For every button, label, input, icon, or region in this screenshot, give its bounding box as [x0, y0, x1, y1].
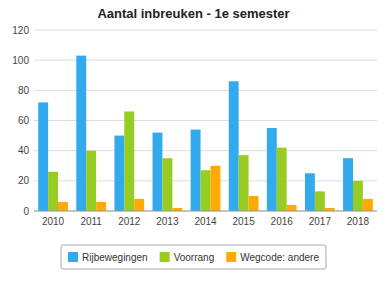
- bar: [249, 196, 259, 211]
- x-tick-label: 2017: [309, 216, 332, 227]
- bar: [353, 181, 363, 211]
- legend-swatch: [226, 252, 236, 262]
- x-tick-label: 2012: [118, 216, 141, 227]
- x-tick-label: 2018: [347, 216, 370, 227]
- bar: [38, 102, 48, 211]
- legend-label: Wegcode: andere: [240, 252, 319, 263]
- y-tick-label: 0: [23, 206, 29, 217]
- bar: [86, 151, 96, 211]
- bar: [58, 202, 68, 211]
- legend-frame: [61, 245, 326, 269]
- x-tick-label: 2016: [271, 216, 294, 227]
- bar: [277, 148, 287, 211]
- bar: [48, 172, 58, 211]
- bar: [210, 166, 220, 211]
- grid-line: [34, 211, 377, 212]
- x-axis-line: [34, 211, 377, 212]
- bar: [229, 81, 239, 211]
- legend: Rijbewegingen Voorrang Wegcode: andere: [61, 245, 326, 269]
- bar: [315, 191, 325, 211]
- bar: [134, 199, 144, 211]
- legend-label: Rijbewegingen: [82, 252, 148, 263]
- y-tick-label: 80: [18, 85, 30, 96]
- y-tick-label: 120: [12, 25, 29, 36]
- x-tick-label: 2015: [232, 216, 255, 227]
- bars: [38, 56, 373, 211]
- bar: [363, 199, 373, 211]
- x-tick-label: 2014: [194, 216, 217, 227]
- x-tick-label: 2013: [156, 216, 179, 227]
- bar: [305, 173, 315, 211]
- bar: [287, 205, 297, 211]
- chart: Aantal inbreuken - 1e semester 0 20 40 60 80 1…: [0, 0, 387, 283]
- grid-line: [34, 30, 377, 31]
- y-tick-label: 100: [12, 55, 29, 66]
- bar: [124, 111, 134, 211]
- bar: [239, 155, 249, 211]
- x-tick-label: 2010: [42, 216, 65, 227]
- y-tick-label: 40: [18, 145, 30, 156]
- bar: [96, 202, 106, 211]
- x-tick-label: 2011: [80, 216, 102, 227]
- legend-swatch: [160, 252, 170, 262]
- bar: [343, 158, 353, 211]
- legend-label: Voorrang: [174, 252, 215, 263]
- bar: [114, 136, 124, 211]
- y-tick-label: 60: [18, 115, 30, 126]
- y-tick-label: 20: [18, 175, 30, 186]
- bar: [153, 133, 163, 211]
- bar: [76, 56, 86, 211]
- legend-swatch: [68, 252, 78, 262]
- title: Aantal inbreuken - 1e semester: [97, 6, 289, 21]
- bar: [201, 170, 211, 211]
- bar: [162, 158, 172, 211]
- bar: [191, 130, 201, 211]
- bar: [267, 128, 277, 211]
